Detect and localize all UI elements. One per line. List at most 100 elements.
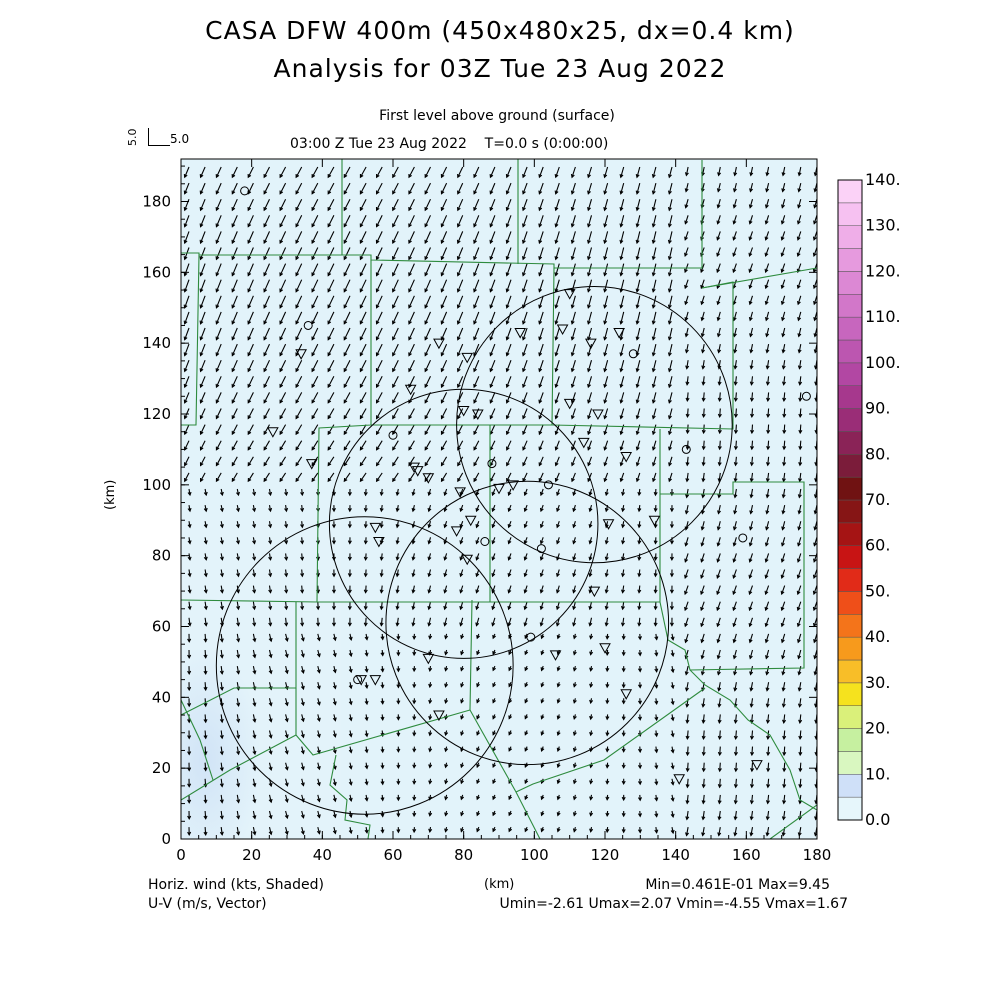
wind-vector <box>668 311 673 324</box>
wind-vector-head <box>231 256 236 261</box>
station-triangle-marker <box>305 459 318 470</box>
wind-vector <box>718 392 721 401</box>
wind-vector <box>279 327 287 340</box>
wind-vector-head <box>651 304 656 309</box>
wind-vector-head <box>219 524 224 529</box>
wind-vector <box>263 440 270 451</box>
wind-vector-head <box>572 780 577 785</box>
wind-vector-head <box>443 540 448 545</box>
wind-vector-head <box>619 206 624 212</box>
wind-vector <box>702 488 705 498</box>
wind-vector-head <box>473 304 477 309</box>
wind-vector-head <box>408 206 412 212</box>
wind-vector <box>279 231 287 244</box>
wind-vector-head <box>540 763 545 769</box>
wind-vector-head <box>311 288 316 293</box>
wind-vector-head <box>427 491 432 497</box>
wind-vector <box>522 279 528 292</box>
wind-vector <box>376 295 383 309</box>
wind-vector-head <box>492 811 496 817</box>
wind-vector <box>765 311 770 321</box>
wind-vector-head <box>428 683 433 689</box>
wind-vector-head <box>473 462 478 467</box>
wind-vector <box>587 166 593 178</box>
wind-vector <box>686 762 689 772</box>
wind-vector <box>285 649 288 658</box>
wind-vector-head <box>813 204 817 209</box>
colorbar-swatch <box>837 431 863 455</box>
wind-vector <box>765 649 770 659</box>
wind-vector <box>522 215 528 227</box>
wind-vector-head <box>252 654 257 659</box>
wind-vector-head <box>327 383 332 389</box>
wind-vector <box>524 601 528 610</box>
wind-vector <box>686 360 689 369</box>
wind-vector-head <box>701 735 706 741</box>
wind-vector-head <box>424 430 429 436</box>
wind-vector <box>184 376 190 388</box>
wind-vector <box>798 521 802 530</box>
wind-vector-head <box>392 336 396 341</box>
wind-vector-head <box>700 252 704 257</box>
wind-vector <box>220 794 223 803</box>
wind-vector <box>184 456 190 466</box>
wind-vector <box>604 182 609 194</box>
wind-vector-head <box>456 206 461 212</box>
wind-vector <box>489 440 496 451</box>
wind-vector-head <box>236 767 241 772</box>
wind-vector-head <box>748 542 753 547</box>
wind-vector-head <box>343 190 348 195</box>
wind-vector <box>604 472 609 482</box>
wind-vector-head <box>717 172 722 177</box>
wind-vector-head <box>327 206 332 212</box>
wind-vector <box>311 295 319 309</box>
wind-vector-head <box>231 223 236 228</box>
wind-vector <box>327 392 335 404</box>
wind-vector <box>489 456 496 466</box>
wind-vector <box>396 601 399 610</box>
wind-vector-head <box>716 639 721 644</box>
wind-vector-head <box>343 272 348 277</box>
wind-vector-head <box>457 415 461 420</box>
wind-vector-head <box>279 477 284 483</box>
wind-vector <box>686 714 689 723</box>
time-label: 03:00 Z Tue 23 Aug 2022 T=0.0 s (0:00:00… <box>290 136 609 152</box>
wind-vector <box>783 714 786 723</box>
wind-vector <box>571 182 576 194</box>
wind-vector-head <box>247 383 252 389</box>
wind-vector <box>215 263 222 276</box>
wind-vector <box>652 343 657 356</box>
wind-vector <box>376 198 383 211</box>
wind-vector <box>556 569 560 577</box>
wind-vector-head <box>717 494 722 499</box>
wind-vector <box>686 730 689 739</box>
wind-vector-head <box>456 256 461 261</box>
wind-vector-head <box>456 320 461 325</box>
wind-vector-head <box>685 381 690 386</box>
wind-vector-head <box>538 383 543 389</box>
wind-vector-head <box>380 797 385 802</box>
wind-vector <box>424 327 432 340</box>
wind-vector <box>247 311 254 324</box>
wind-vector-head <box>359 304 364 309</box>
wind-vector-head <box>364 684 369 690</box>
wind-vector <box>268 585 272 593</box>
wind-vector-head <box>797 526 802 531</box>
wind-vector-head <box>492 715 496 720</box>
wind-vector-head <box>392 304 396 309</box>
wind-vector-head <box>359 446 364 451</box>
wind-vector <box>604 311 609 324</box>
station-triangle-marker <box>373 537 385 548</box>
wind-vector <box>473 263 480 276</box>
wind-vector <box>799 376 802 385</box>
wind-vector-head <box>733 800 738 805</box>
wind-vector-head <box>183 272 188 277</box>
wind-vector-head <box>798 767 803 773</box>
wind-vector-head <box>700 590 704 596</box>
wind-vector-head <box>522 206 526 212</box>
wind-vector-head <box>263 383 268 389</box>
wind-vector-head <box>780 606 785 612</box>
wind-vector <box>716 585 721 595</box>
wind-vector-head <box>443 523 448 529</box>
wind-vector-head <box>540 795 545 801</box>
